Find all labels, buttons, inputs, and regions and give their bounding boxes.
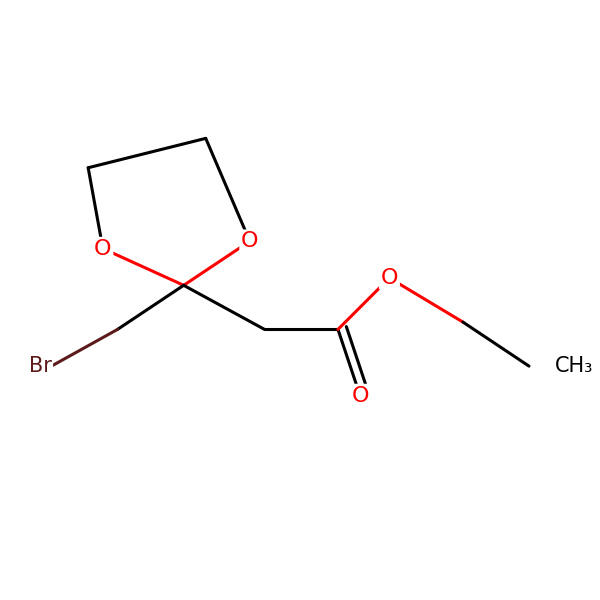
Text: O: O <box>380 268 398 288</box>
Text: Br: Br <box>29 356 52 376</box>
Text: O: O <box>94 239 112 259</box>
Text: O: O <box>241 231 259 251</box>
Text: CH₃: CH₃ <box>555 356 593 376</box>
Text: O: O <box>351 386 369 406</box>
